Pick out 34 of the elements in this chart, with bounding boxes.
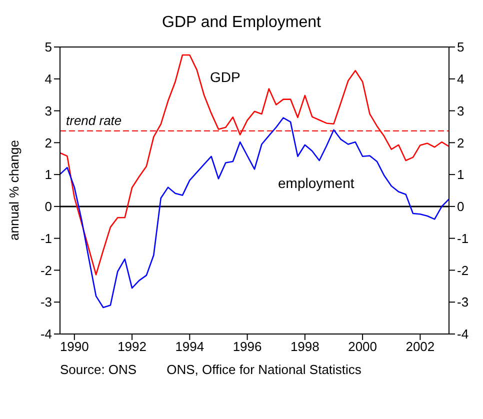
y2-tick-label: -3 [457, 294, 469, 310]
y2-tick-label: 1 [457, 167, 464, 182]
x-tick-label: 2000 [348, 339, 378, 354]
source-note: Source: ONS [60, 362, 137, 377]
y-tick-label: -4 [40, 326, 52, 342]
x-tick-label: 1992 [118, 339, 146, 354]
y2-tick-label: 2 [457, 135, 464, 150]
ref-line-label: trend rate [66, 112, 122, 128]
y-tick-label: 1 [44, 167, 52, 182]
x-tick-label: 1994 [175, 339, 204, 354]
y2-tick-label: -4 [457, 326, 469, 342]
y2-tick-label: 3 [457, 103, 464, 118]
x-tick-label: 1998 [290, 339, 320, 354]
y-tick-label: -1 [40, 230, 52, 246]
series-label: employment [278, 175, 354, 191]
y2-tick-label: 4 [457, 72, 464, 87]
x-tick-label: 1996 [232, 339, 262, 354]
y-tick-label: -2 [40, 262, 52, 278]
y-tick-label: -3 [40, 294, 52, 310]
y-tick-label: 3 [44, 103, 52, 118]
y-tick-label: 0 [44, 199, 52, 214]
x-tick-label: 1990 [60, 339, 89, 354]
y2-tick-label: 5 [457, 40, 464, 55]
y2-tick-label: -2 [457, 262, 469, 278]
chart-title: GDP and Employment [161, 13, 322, 33]
y-tick-label: 5 [44, 40, 52, 55]
y-tick-label: 4 [44, 72, 52, 87]
y2-tick-label: -1 [457, 230, 469, 246]
y-axis-title: annual % change [6, 140, 22, 240]
y-tick-label: 2 [44, 135, 52, 150]
text: ONS, Office for National Statistics [166, 362, 362, 377]
y2-tick-label: 0 [457, 199, 464, 214]
x-tick-label: 2002 [406, 339, 435, 354]
series-label: GDP [210, 69, 240, 85]
